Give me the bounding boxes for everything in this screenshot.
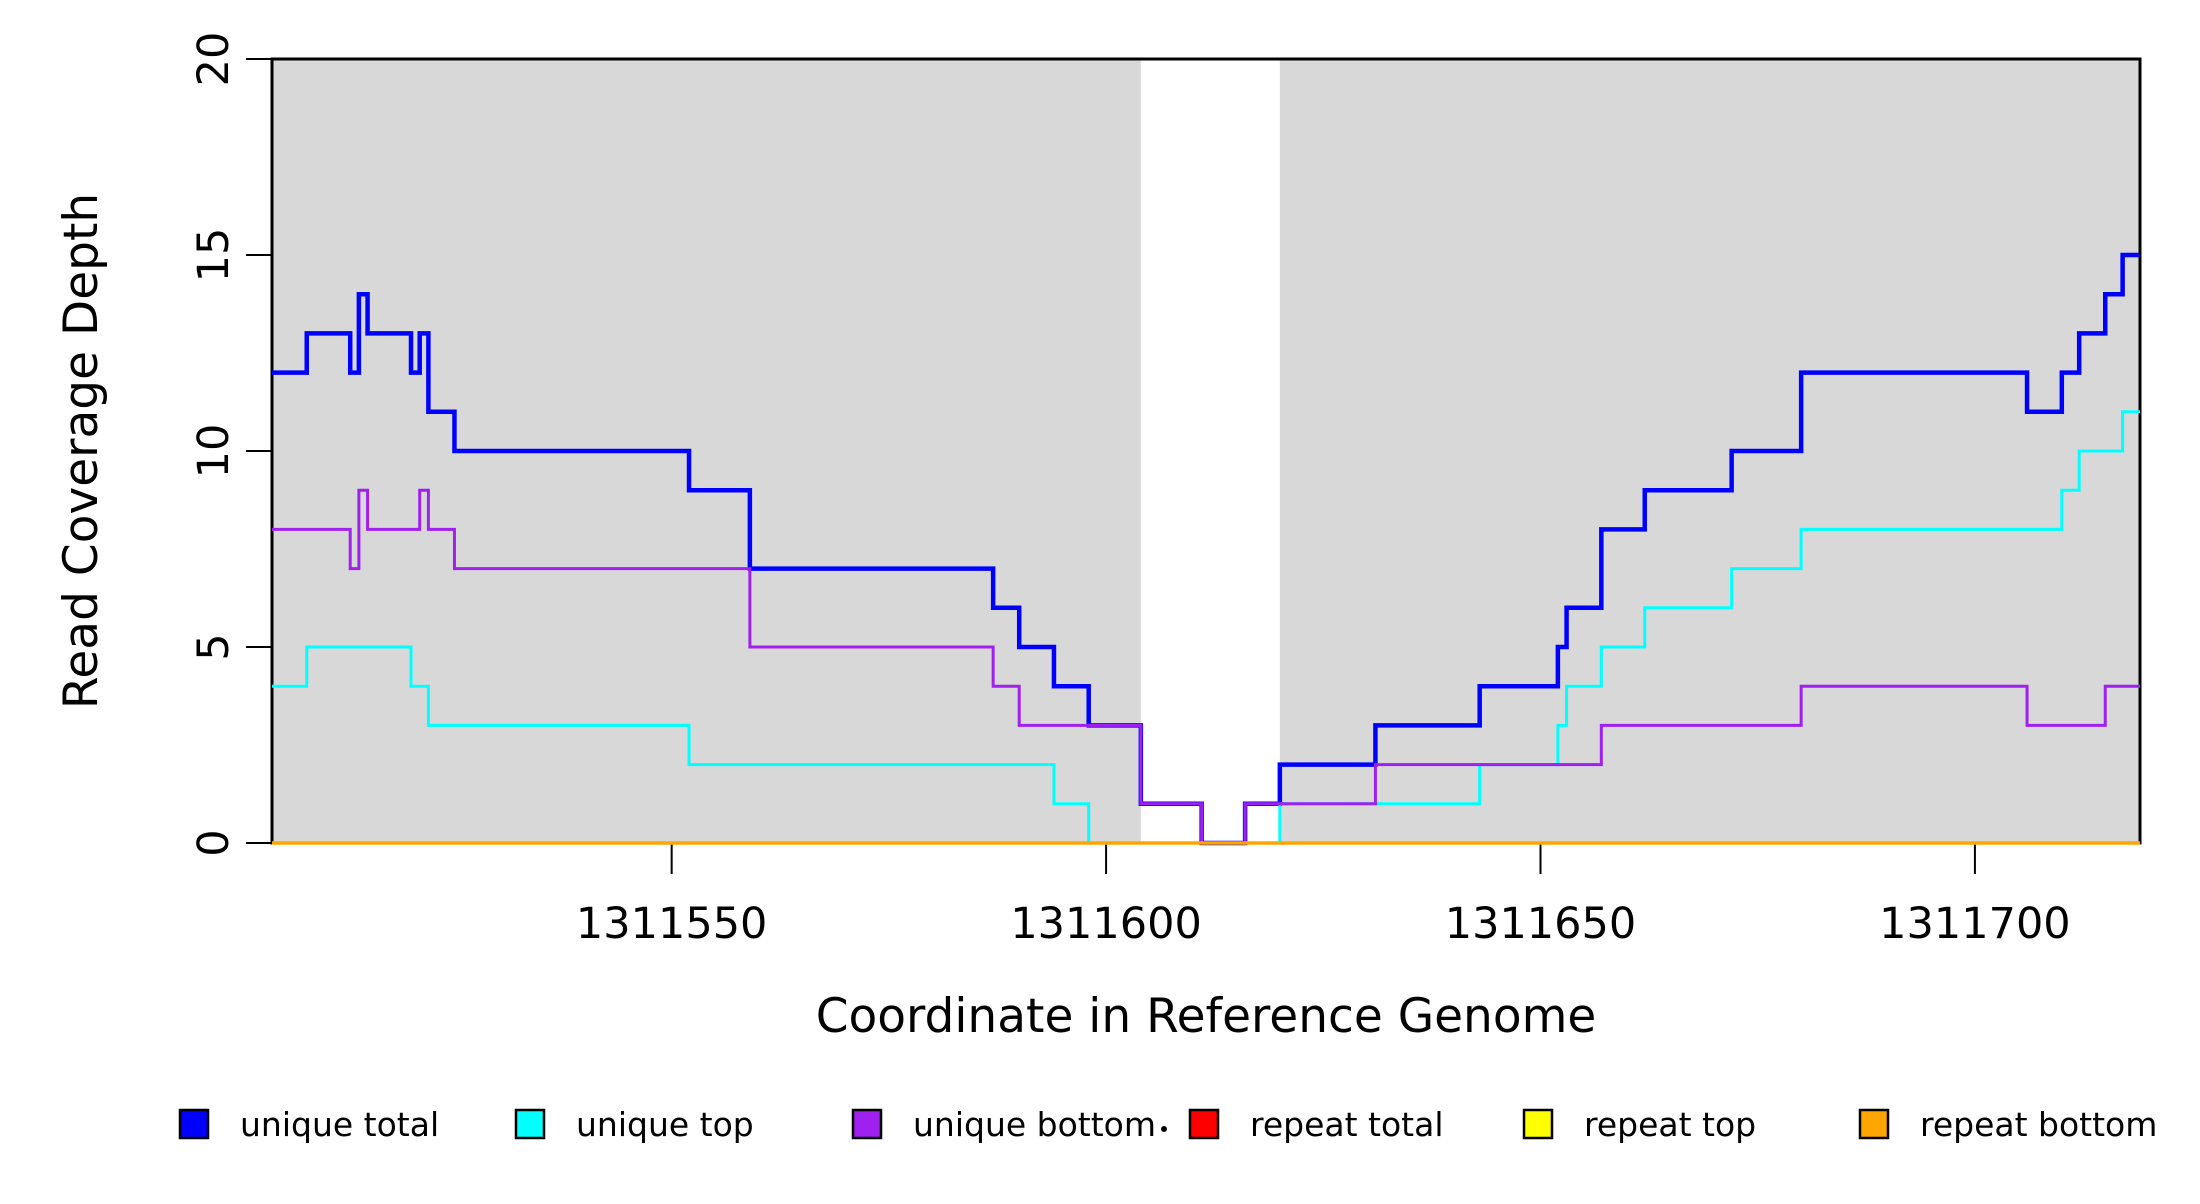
- series-line-unique-top: [272, 410, 2140, 845]
- legend-label: unique total: [240, 1105, 439, 1144]
- y-tick-label: 10: [189, 424, 239, 479]
- legend-swatch: [514, 1108, 546, 1140]
- legend-artifact-dot: [1161, 1126, 1167, 1132]
- legend-item-repeat-top: repeat top: [1522, 1105, 1756, 1144]
- legend-swatch: [1522, 1108, 1554, 1140]
- legend-swatch: [1188, 1108, 1220, 1140]
- legend-swatch: [851, 1108, 883, 1140]
- legend-label: repeat top: [1584, 1105, 1756, 1144]
- legend: unique total unique top unique bottom repea…: [178, 1105, 2157, 1144]
- y-axis-title: Read Coverage Depth: [54, 193, 109, 709]
- x-tick-label: 1311550: [576, 899, 768, 949]
- shaded-region: [272, 59, 1141, 843]
- legend-label: unique bottom: [913, 1105, 1156, 1144]
- x-tick-label: 1311700: [1879, 899, 2071, 949]
- y-tick-label: 5: [189, 633, 239, 660]
- legend-label: repeat bottom: [1920, 1105, 2157, 1144]
- legend-item-repeat-total: repeat total: [1188, 1105, 1444, 1144]
- legend-item-unique-bottom: unique bottom: [851, 1105, 1156, 1144]
- legend-item-unique-total: unique total: [178, 1105, 439, 1144]
- x-tick-label: 1311600: [1010, 899, 1202, 949]
- legend-item-unique-top: unique top: [514, 1105, 754, 1144]
- plot-area: 1311550 1311600 1311650 1311700 0 5 10 15 20: [189, 32, 2142, 949]
- x-axis-title: Coordinate in Reference Genome: [816, 989, 1597, 1044]
- legend-swatch: [1858, 1108, 1890, 1140]
- legend-swatch: [178, 1108, 210, 1140]
- shaded-region: [1279, 59, 2140, 843]
- legend-label: repeat total: [1250, 1105, 1444, 1144]
- legend-label: unique top: [576, 1105, 754, 1144]
- series-line-unique-bottom: [272, 488, 2140, 845]
- legend-item-repeat-bottom: repeat bottom: [1858, 1105, 2157, 1144]
- y-tick-label: 0: [189, 829, 239, 856]
- x-tick-label: 1311650: [1445, 899, 1637, 949]
- y-tick-label: 20: [189, 32, 239, 87]
- y-tick-label: 15: [189, 228, 239, 283]
